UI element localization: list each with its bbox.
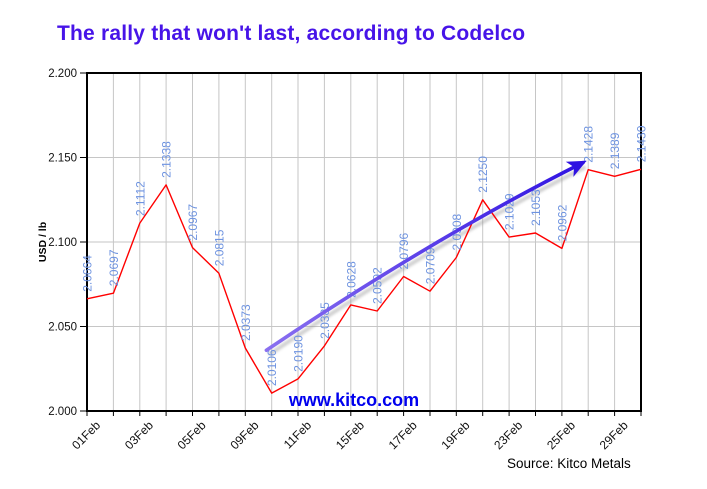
y-tick-labels: 2.000 2.050 2.100 2.150 2.200 [48, 68, 77, 418]
svg-text:17Feb: 17Feb [386, 418, 420, 452]
svg-text:2.0664: 2.0664 [81, 255, 95, 292]
svg-text:2.0967: 2.0967 [186, 204, 200, 241]
svg-text:15Feb: 15Feb [333, 418, 367, 452]
chart-title: The rally that won't last, according to … [57, 22, 526, 45]
svg-text:2.0815: 2.0815 [212, 229, 226, 266]
svg-text:2.050: 2.050 [48, 322, 77, 334]
svg-text:2.0697: 2.0697 [107, 249, 121, 286]
trend-arrow-head [565, 160, 587, 177]
svg-text:05Feb: 05Feb [175, 418, 209, 452]
x-tick-labels: 01Feb 03Feb 05Feb 09Feb 11Feb 15Feb 17Feb 19Feb… [69, 418, 631, 452]
source-credit: Source: Kitco Metals [507, 456, 631, 471]
svg-text:2.0962: 2.0962 [555, 204, 569, 241]
svg-text:2.1430: 2.1430 [635, 125, 649, 162]
svg-text:2.0709: 2.0709 [424, 247, 438, 284]
svg-text:23Feb: 23Feb [491, 418, 525, 452]
svg-text:2.1428: 2.1428 [582, 126, 596, 163]
svg-text:2.000: 2.000 [48, 406, 77, 418]
gridlines [87, 73, 641, 411]
svg-text:29Feb: 29Feb [597, 418, 631, 452]
svg-text:2.150: 2.150 [48, 153, 77, 165]
svg-text:2.0190: 2.0190 [292, 335, 306, 372]
svg-text:2.1053: 2.1053 [529, 189, 543, 226]
trend-arrow [264, 160, 585, 352]
svg-text:11Feb: 11Feb [281, 418, 315, 452]
svg-text:2.0592: 2.0592 [371, 267, 385, 304]
svg-text:2.1250: 2.1250 [476, 156, 490, 193]
svg-text:2.0373: 2.0373 [239, 304, 253, 341]
axis-ticks [80, 72, 642, 416]
svg-text:25Feb: 25Feb [544, 418, 578, 452]
svg-text:2.1112: 2.1112 [133, 181, 147, 216]
svg-text:2.0106: 2.0106 [265, 349, 279, 386]
svg-text:01Feb: 01Feb [69, 418, 103, 452]
svg-text:2.200: 2.200 [48, 68, 77, 80]
svg-text:19Feb: 19Feb [438, 418, 472, 452]
y-axis-title: USD / lb [37, 222, 49, 262]
trend-arrow-shadow [267, 165, 587, 357]
svg-text:03Feb: 03Feb [122, 418, 156, 452]
watermark: www.kitco.com [288, 390, 419, 410]
point-labels: 2.0664 2.0697 2.1112 2.1338 2.0967 2.0815 2.03… [81, 125, 649, 386]
svg-text:09Feb: 09Feb [227, 418, 261, 452]
price-line [86, 168, 642, 394]
svg-text:2.0628: 2.0628 [344, 261, 358, 298]
svg-text:2.100: 2.100 [48, 237, 77, 249]
svg-text:2.1338: 2.1338 [160, 141, 174, 178]
svg-text:2.1389: 2.1389 [608, 132, 622, 169]
